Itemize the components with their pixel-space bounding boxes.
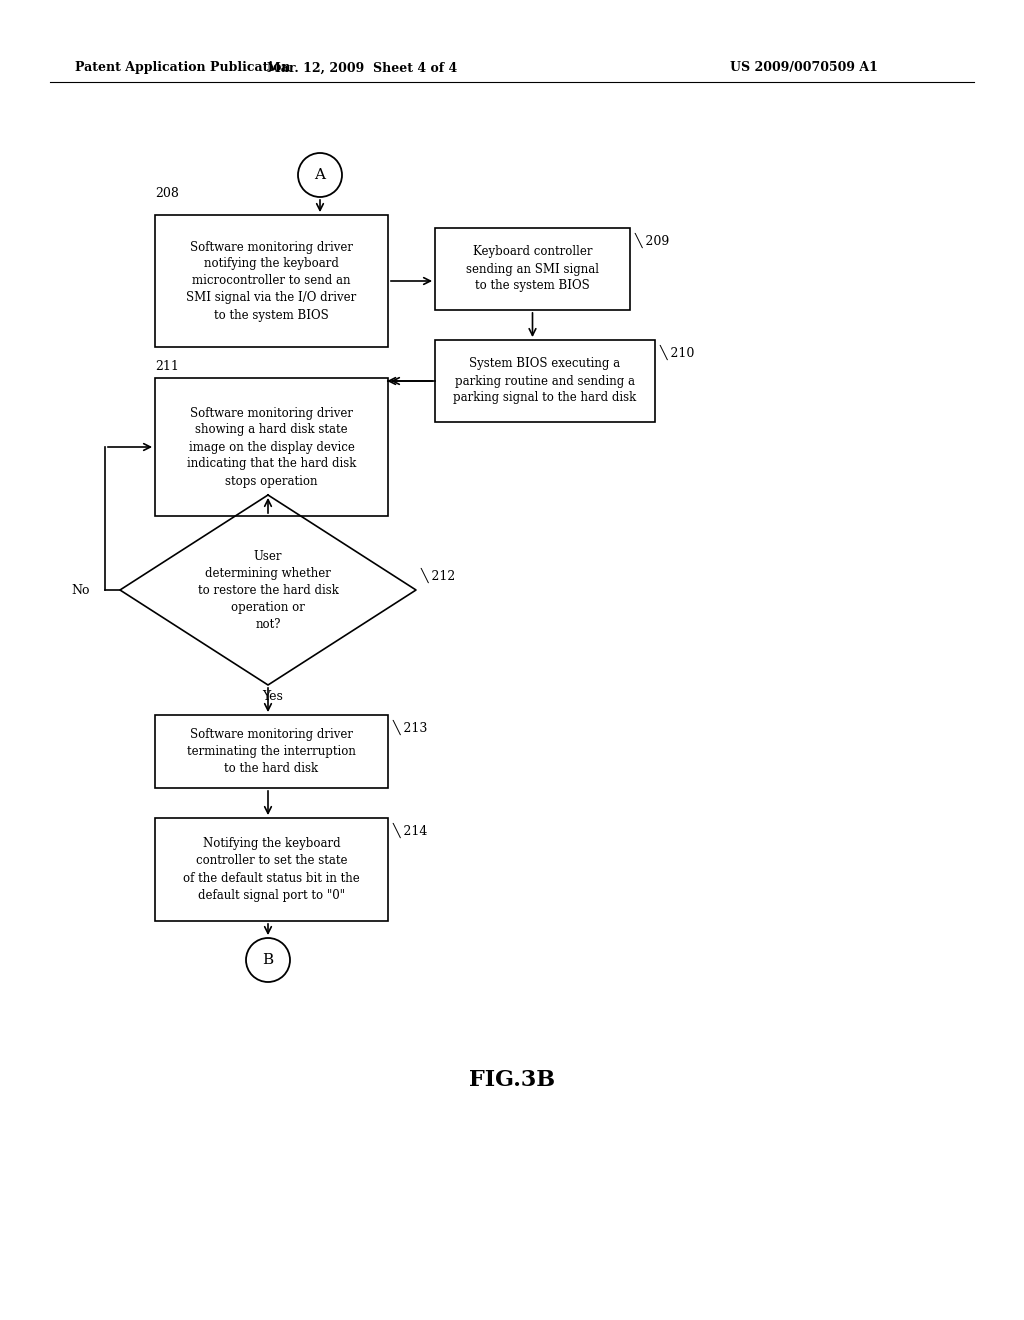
Text: ╲ 209: ╲ 209 [635, 234, 671, 248]
Text: 208: 208 [155, 187, 179, 201]
Text: Software monitoring driver
terminating the interruption
to the hard disk: Software monitoring driver terminating t… [187, 729, 356, 775]
Text: FIG.3B: FIG.3B [469, 1069, 555, 1092]
Circle shape [298, 153, 342, 197]
Text: System BIOS executing a
parking routine and sending a
parking signal to the hard: System BIOS executing a parking routine … [454, 358, 637, 404]
Circle shape [246, 939, 290, 982]
Text: Patent Application Publication: Patent Application Publication [75, 62, 291, 74]
Bar [155, 818, 388, 921]
Bar [155, 215, 388, 347]
Text: Software monitoring driver
notifying the keyboard
microcontroller to send an
SMI: Software monitoring driver notifying the… [186, 240, 356, 322]
Bar [435, 341, 655, 422]
Text: ╲ 210: ╲ 210 [660, 345, 695, 360]
Text: B: B [262, 953, 273, 968]
Text: ╲ 213: ╲ 213 [393, 719, 428, 735]
Text: US 2009/0070509 A1: US 2009/0070509 A1 [730, 62, 878, 74]
Bar [435, 228, 630, 310]
Bar [155, 378, 388, 516]
Text: Yes: Yes [262, 690, 284, 704]
Text: User
determining whether
to restore the hard disk
operation or
not?: User determining whether to restore the … [198, 549, 339, 631]
Text: Software monitoring driver
showing a hard disk state
image on the display device: Software monitoring driver showing a har… [186, 407, 356, 487]
Text: A: A [314, 168, 326, 182]
Text: Mar. 12, 2009  Sheet 4 of 4: Mar. 12, 2009 Sheet 4 of 4 [267, 62, 457, 74]
Text: 211: 211 [155, 360, 179, 374]
Bar [155, 715, 388, 788]
Text: Keyboard controller
sending an SMI signal
to the system BIOS: Keyboard controller sending an SMI signa… [466, 246, 599, 293]
Text: ╲ 214: ╲ 214 [393, 822, 428, 838]
Text: ╲ 212: ╲ 212 [421, 568, 457, 582]
Text: No: No [72, 583, 90, 597]
Text: Notifying the keyboard
controller to set the state
of the default status bit in : Notifying the keyboard controller to set… [183, 837, 359, 902]
